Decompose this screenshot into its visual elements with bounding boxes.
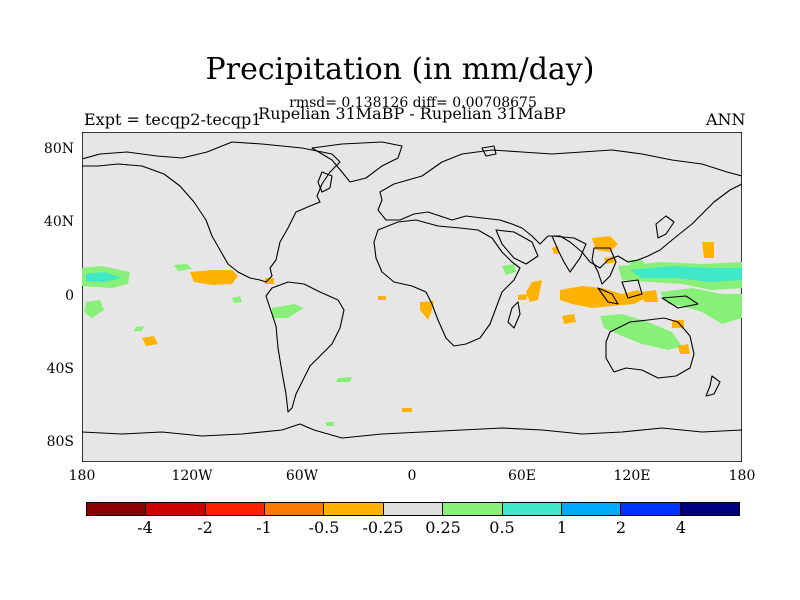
lon-tick-120e: 120E — [613, 468, 651, 484]
lon-tick-180e: 180 — [728, 468, 756, 484]
eurasia-coast — [377, 149, 742, 269]
colorbar-swatch — [87, 503, 147, 515]
coastlines — [82, 141, 742, 462]
map-subtitle: Rupelian 31MaBP - Rupelian 31MaBP — [258, 104, 566, 123]
south-america-coast — [265, 281, 345, 413]
anomaly-patch — [600, 314, 682, 350]
colorbar-swatch — [324, 503, 384, 515]
colorbar-label: 0.5 — [489, 518, 515, 537]
north-america-coast — [82, 141, 341, 283]
borneo-coast — [621, 279, 643, 299]
stats-line: rmsd= 0.138126 diff= 0.00708675 — [289, 95, 537, 111]
anomaly-patch — [420, 301, 434, 320]
colorbar-swatch — [502, 503, 562, 515]
colorbar-swatch — [146, 503, 206, 515]
anomaly-patch — [84, 300, 104, 318]
anomaly-patch — [232, 296, 242, 303]
lon-tick-60e: 60E — [507, 468, 537, 484]
africa-coast — [373, 219, 521, 347]
greenland-coast — [311, 141, 403, 183]
svalbard-coast — [481, 145, 497, 157]
lat-tick-40n: 40N — [43, 214, 74, 230]
colorbar-label: -2 — [197, 518, 213, 537]
anomaly-patch — [642, 290, 658, 302]
anomaly-patch — [174, 264, 192, 271]
anomaly-patch — [552, 246, 560, 254]
anomaly-patch — [378, 296, 386, 300]
sumatra-coast — [597, 287, 619, 305]
anomaly-patch — [265, 278, 274, 284]
australia-coast — [605, 317, 695, 379]
colorbar-label: 0.25 — [425, 518, 461, 537]
madagascar-coast — [507, 301, 521, 329]
colorbar-label: 1 — [556, 518, 568, 537]
lat-tick-80n: 80N — [43, 141, 74, 157]
japan-coast — [655, 215, 675, 239]
anomaly-patch — [526, 280, 542, 302]
colorbar-swatch — [265, 503, 325, 515]
anomaly-patch — [518, 294, 528, 300]
colorbar-swatch — [561, 503, 622, 515]
anomaly-patch — [630, 266, 742, 282]
lon-tick-0: 0 — [407, 468, 417, 484]
colorbar-label: -1 — [256, 518, 272, 537]
anomaly-patch — [702, 242, 714, 258]
world-map — [82, 132, 742, 462]
colorbar-swatch — [621, 503, 681, 515]
new-guinea-coast — [661, 295, 699, 309]
anomaly-patch — [502, 264, 516, 275]
antarctica-coast — [82, 423, 742, 462]
arctic-islands-coast — [317, 171, 333, 193]
india-coast — [551, 235, 587, 273]
lat-tick-80s: 80S — [46, 434, 74, 450]
anomaly-patch — [272, 304, 304, 318]
map-title: Precipitation (in mm/day) — [205, 52, 595, 87]
colorbar-label: -4 — [137, 518, 153, 537]
lon-tick-180w: 180 — [68, 468, 96, 484]
lat-tick-0: 0 — [65, 288, 74, 304]
new-zealand-coast — [705, 375, 721, 397]
anomaly-patch — [142, 336, 158, 346]
season-label: ANN — [706, 110, 746, 129]
colorbar — [86, 502, 740, 516]
colorbar-label: 4 — [675, 518, 687, 537]
colorbar-swatch — [680, 503, 739, 515]
lat-tick-40s: 40S — [46, 361, 74, 377]
lon-tick-120w: 120W — [171, 468, 213, 484]
southeast-asia-coast — [591, 247, 617, 285]
colorbar-label: 2 — [615, 518, 627, 537]
anomaly-patch — [134, 326, 144, 331]
colorbar-label: -0.25 — [362, 518, 404, 537]
anomaly-patch — [190, 270, 238, 285]
colorbar-swatch — [205, 503, 266, 515]
anomaly-patch — [560, 286, 646, 308]
lon-tick-60w: 60W — [285, 468, 319, 484]
colorbar-swatch — [443, 503, 503, 515]
colorbar-label: -0.5 — [308, 518, 340, 537]
anomaly-patch — [402, 408, 412, 412]
anomaly-patch — [86, 272, 122, 282]
experiment-label: Expt = tecqp2-tecqp1 — [84, 110, 262, 129]
arabia-coast — [495, 229, 539, 265]
colorbar-swatch — [383, 503, 444, 515]
anomaly-patch — [562, 314, 576, 324]
anomaly-patch — [678, 344, 690, 354]
anomaly-patch — [336, 377, 352, 382]
anomaly-patch — [326, 422, 334, 426]
